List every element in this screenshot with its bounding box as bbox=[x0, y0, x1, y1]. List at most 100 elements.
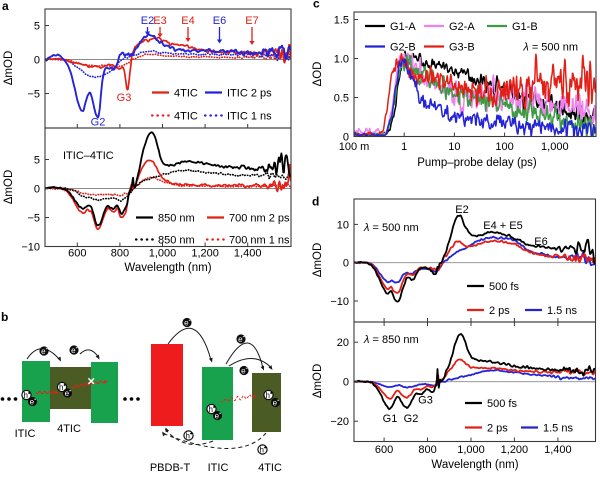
svg-text:−5: −5 bbox=[27, 213, 40, 225]
svg-text:800: 800 bbox=[111, 248, 129, 260]
svg-text:2 ps: 2 ps bbox=[489, 305, 510, 317]
svg-text:λ = 500 nm: λ = 500 nm bbox=[522, 42, 578, 54]
svg-text:ΔmOD: ΔmOD bbox=[312, 243, 324, 278]
svg-text:h: h bbox=[265, 391, 269, 400]
svg-text:G1-A: G1-A bbox=[390, 21, 416, 33]
svg-text:800: 800 bbox=[418, 444, 436, 456]
svg-text:5: 5 bbox=[34, 155, 40, 167]
svg-text:e: e bbox=[41, 347, 46, 356]
svg-text:h: h bbox=[208, 405, 212, 414]
svg-text:500 fs: 500 fs bbox=[487, 398, 517, 410]
svg-text:4TIC: 4TIC bbox=[258, 462, 282, 474]
svg-text:1,000: 1,000 bbox=[457, 444, 485, 456]
svg-text:E3: E3 bbox=[153, 15, 166, 27]
svg-text:1: 1 bbox=[401, 141, 407, 153]
svg-text:G2-B: G2-B bbox=[390, 42, 416, 54]
svg-text:600: 600 bbox=[375, 444, 393, 456]
svg-text:−5: −5 bbox=[27, 89, 40, 101]
svg-text:d: d bbox=[312, 195, 319, 209]
svg-text:600: 600 bbox=[68, 248, 86, 260]
svg-text:10: 10 bbox=[448, 141, 460, 153]
svg-text:e: e bbox=[241, 366, 246, 375]
svg-text:850 nm: 850 nm bbox=[158, 235, 195, 247]
svg-text:E4 + E5: E4 + E5 bbox=[483, 220, 522, 232]
svg-text:1,200: 1,200 bbox=[501, 444, 529, 456]
svg-text:PBDB-T: PBDB-T bbox=[150, 462, 191, 474]
svg-text:500 fs: 500 fs bbox=[489, 281, 519, 293]
svg-text:Wavelength (nm): Wavelength (nm) bbox=[124, 262, 211, 274]
svg-text:E2: E2 bbox=[455, 204, 468, 216]
svg-text:ΔmOD: ΔmOD bbox=[312, 364, 324, 399]
svg-text:λ = 850 nm: λ = 850 nm bbox=[363, 334, 419, 346]
svg-text:0: 0 bbox=[34, 55, 40, 67]
svg-text:h: h bbox=[59, 383, 63, 392]
svg-text:1.5: 1.5 bbox=[334, 15, 349, 27]
svg-text:1,200: 1,200 bbox=[191, 248, 219, 260]
svg-text:0: 0 bbox=[343, 132, 349, 144]
svg-text:0: 0 bbox=[343, 258, 349, 270]
svg-text:b: b bbox=[1, 310, 8, 324]
svg-text:G1-B: G1-B bbox=[512, 21, 538, 33]
svg-text:ΔOD: ΔOD bbox=[312, 62, 324, 87]
svg-text:10: 10 bbox=[337, 219, 349, 231]
svg-text:e: e bbox=[215, 411, 220, 420]
svg-text:G3: G3 bbox=[117, 92, 132, 104]
svg-text:−10: −10 bbox=[21, 242, 40, 254]
svg-text:e: e bbox=[238, 335, 243, 344]
svg-text:ΔmOD: ΔmOD bbox=[3, 51, 15, 86]
svg-text:e: e bbox=[184, 318, 189, 327]
svg-text:G3-B: G3-B bbox=[449, 42, 475, 54]
svg-text:700 nm 2 ps: 700 nm 2 ps bbox=[229, 213, 290, 225]
svg-text:0: 0 bbox=[343, 377, 349, 389]
svg-text:E4: E4 bbox=[181, 15, 194, 27]
svg-text:G2: G2 bbox=[404, 413, 419, 425]
svg-text:700 nm 1 ns: 700 nm 1 ns bbox=[229, 235, 290, 247]
svg-text:1,000: 1,000 bbox=[541, 141, 569, 153]
svg-text:0: 0 bbox=[34, 184, 40, 196]
svg-text:4TIC: 4TIC bbox=[174, 88, 198, 100]
svg-text:h: h bbox=[259, 446, 263, 455]
svg-text:−10: −10 bbox=[330, 296, 349, 308]
svg-text:E6: E6 bbox=[213, 15, 226, 27]
svg-text:E6: E6 bbox=[534, 236, 547, 248]
svg-text:Pump–probe delay (ps): Pump–probe delay (ps) bbox=[417, 157, 537, 169]
svg-text:λ = 500 nm: λ = 500 nm bbox=[363, 222, 419, 234]
svg-text:c: c bbox=[313, 0, 320, 11]
svg-text:1.5 ns: 1.5 ns bbox=[543, 423, 573, 435]
svg-text:ITIC: ITIC bbox=[15, 428, 36, 440]
svg-text:0.5: 0.5 bbox=[334, 93, 349, 105]
svg-text:850 nm: 850 nm bbox=[158, 213, 195, 225]
svg-text:G3: G3 bbox=[418, 395, 433, 407]
svg-text:G2-A: G2-A bbox=[449, 21, 475, 33]
svg-text:1.5 ns: 1.5 ns bbox=[547, 305, 577, 317]
svg-text:1,400: 1,400 bbox=[544, 444, 572, 456]
svg-text:−20: −20 bbox=[330, 416, 349, 428]
svg-text:e: e bbox=[30, 397, 35, 406]
svg-text:20: 20 bbox=[337, 337, 349, 349]
svg-text:×: × bbox=[87, 374, 95, 389]
svg-text:1,000: 1,000 bbox=[149, 248, 177, 260]
svg-text:E2: E2 bbox=[141, 15, 154, 27]
svg-text:ITIC: ITIC bbox=[208, 462, 229, 474]
svg-text:ITIC 1 ns: ITIC 1 ns bbox=[227, 111, 272, 123]
svg-text:100 m: 100 m bbox=[339, 141, 370, 153]
svg-text:4TIC: 4TIC bbox=[174, 111, 198, 123]
svg-text:h: h bbox=[23, 391, 27, 400]
svg-text:ΔmOD: ΔmOD bbox=[3, 170, 15, 205]
svg-text:a: a bbox=[2, 0, 9, 13]
svg-text:Wavelength (nm): Wavelength (nm) bbox=[431, 459, 518, 471]
svg-text:1,400: 1,400 bbox=[234, 248, 262, 260]
svg-text:ITIC 2 ps: ITIC 2 ps bbox=[227, 88, 272, 100]
svg-text:ITIC–4TIC: ITIC–4TIC bbox=[63, 150, 114, 162]
svg-text:2 ps: 2 ps bbox=[487, 423, 508, 435]
svg-text:e: e bbox=[71, 346, 76, 355]
svg-text:5: 5 bbox=[34, 21, 40, 33]
svg-text:G2: G2 bbox=[91, 117, 106, 129]
svg-text:E7: E7 bbox=[245, 15, 258, 27]
svg-text:1.0: 1.0 bbox=[334, 54, 349, 66]
svg-text:e: e bbox=[65, 389, 70, 398]
svg-text:100: 100 bbox=[495, 141, 513, 153]
svg-text:e: e bbox=[273, 398, 278, 407]
svg-text:h: h bbox=[185, 432, 189, 441]
svg-text:4TIC: 4TIC bbox=[57, 423, 81, 435]
